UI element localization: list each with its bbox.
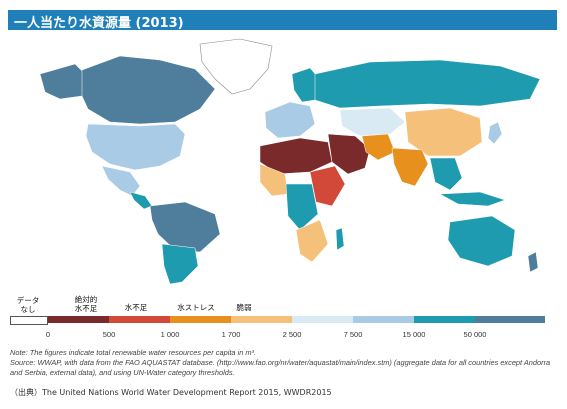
legend-swatch-5: [353, 316, 414, 323]
legend-tick-1: 500: [102, 330, 116, 339]
legend-tick-0: 0: [45, 330, 51, 339]
legend-category-scarcity: 水不足: [124, 303, 148, 312]
region-mexico: [101, 165, 141, 197]
region-iran: [361, 133, 396, 161]
region-china: [404, 107, 483, 157]
world-map-svg: [39, 38, 541, 285]
region-india: [391, 147, 429, 187]
legend-swatch-7: [475, 316, 545, 323]
region-east-africa: [309, 165, 346, 207]
legend-tick-3: 1 700: [221, 330, 241, 339]
region-central-america: [129, 191, 153, 210]
legend-tick-6: 15 000: [402, 330, 426, 339]
region-southern-africa: [295, 219, 329, 263]
legend-no-data-label: データ なし: [16, 296, 40, 314]
region-russia: [314, 59, 541, 109]
legend-tick-2: 1 000: [160, 330, 180, 339]
region-canada: [81, 55, 216, 125]
note-line: Note: The figures indicate total renewab…: [10, 348, 257, 357]
region-usa: [85, 123, 186, 171]
region-greenland: [199, 38, 273, 95]
region-madagascar: [335, 227, 345, 251]
legend-swatch-no-data: [10, 316, 48, 325]
region-south-america-north: [149, 201, 221, 253]
legend-category-vulnerable: 脆弱: [236, 303, 252, 312]
region-indonesia: [439, 191, 506, 207]
legend-tick-4: 2 500: [282, 330, 302, 339]
citation: （出典）The United Nations World Water Devel…: [10, 388, 332, 397]
legend-swatch-2: [170, 316, 231, 323]
region-central-asia: [339, 107, 406, 137]
legend-category-stress: 水ストレス: [177, 303, 215, 312]
legend-swatch-4: [292, 316, 353, 323]
region-new-zealand: [527, 251, 539, 273]
notes: Note: The figures indicate total renewab…: [10, 348, 555, 378]
legend-swatch-1: [109, 316, 170, 323]
title-bar: 一人当たり水資源量 (2013): [8, 10, 557, 31]
region-southeast-asia: [429, 157, 463, 191]
figure-frame: 一人当たり水資源量 (2013): [8, 10, 557, 400]
world-map: [10, 34, 555, 286]
legend: データ なし 絶対的 水不足 水不足 水ストレス 脆弱 0 500 1 000 …: [8, 286, 557, 346]
region-europe-west: [264, 101, 316, 139]
legend-swatch-0: [48, 316, 109, 323]
region-japan: [487, 121, 503, 145]
source-note: Source: WWAP, with data from the FAO AQU…: [10, 358, 551, 377]
legend-tick-7: 50 000: [463, 330, 487, 339]
region-australia: [447, 215, 516, 267]
region-north-africa: [259, 137, 333, 175]
legend-tick-5: 7 500: [343, 330, 363, 339]
region-west-africa: [259, 163, 289, 197]
legend-swatch-3: [231, 316, 292, 323]
region-central-africa: [285, 183, 319, 231]
legend-category-absolute-scarcity: 絶対的 水不足: [74, 295, 98, 313]
map-title: 一人当たり水資源量 (2013): [14, 16, 184, 31]
legend-swatch-6: [414, 316, 475, 323]
region-south-america-south: [161, 243, 199, 285]
